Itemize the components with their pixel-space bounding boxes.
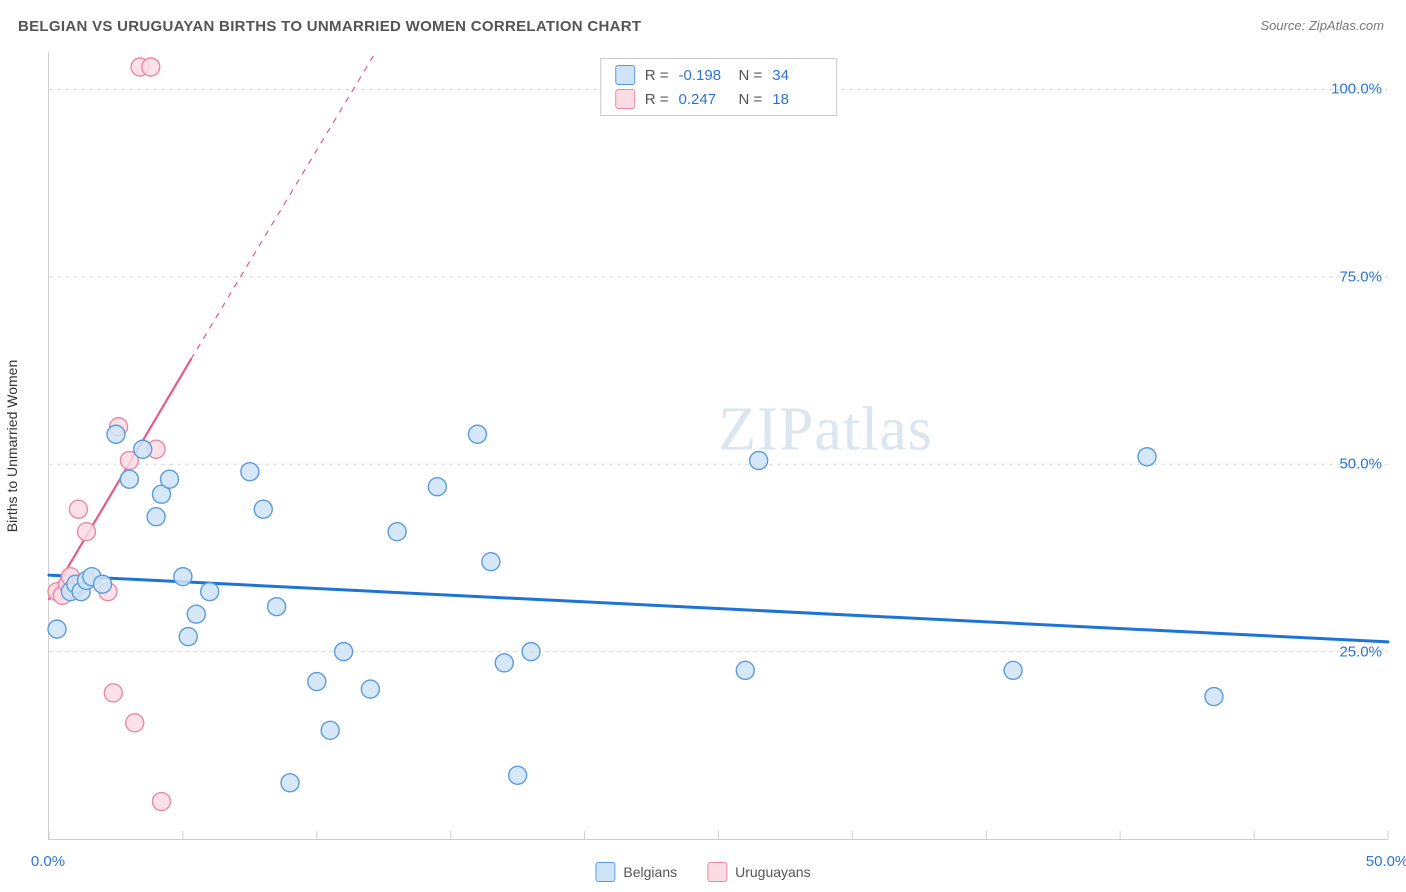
plot-area: ZIPatlas R = -0.198 N = 34 R = 0.247 N =… (48, 52, 1388, 840)
y-tick-label: 75.0% (1339, 268, 1382, 285)
stats-r-label: R = (645, 67, 669, 84)
header-bar: BELGIAN VS URUGUAYAN BIRTHS TO UNMARRIED… (0, 0, 1406, 43)
scatter-chart (49, 52, 1388, 839)
legend-swatch-uruguayans (707, 862, 727, 882)
correlation-stats-box: R = -0.198 N = 34 R = 0.247 N = 18 (600, 58, 838, 116)
legend-label: Belgians (623, 864, 677, 880)
y-tick-label: 100.0% (1331, 81, 1382, 98)
stats-r-value: -0.198 (679, 67, 729, 84)
source-attribution: Source: ZipAtlas.com (1260, 18, 1384, 33)
stats-swatch-uruguayans (615, 89, 635, 109)
stats-n-label: N = (739, 67, 763, 84)
stats-n-value: 34 (772, 67, 822, 84)
legend-item-uruguayans: Uruguayans (707, 862, 811, 882)
stats-row-belgians: R = -0.198 N = 34 (601, 63, 837, 87)
source-name: ZipAtlas.com (1309, 18, 1384, 33)
y-tick-label: 25.0% (1339, 643, 1382, 660)
stats-n-label: N = (739, 91, 763, 108)
y-axis-label: Births to Unmarried Women (4, 360, 20, 532)
stats-r-label: R = (645, 91, 669, 108)
stats-r-value: 0.247 (679, 91, 729, 108)
legend-label: Uruguayans (735, 864, 811, 880)
y-tick-label: 50.0% (1339, 456, 1382, 473)
stats-n-value: 18 (772, 91, 822, 108)
x-tick-label: 50.0% (1366, 853, 1406, 870)
legend-swatch-belgians (595, 862, 615, 882)
stats-swatch-belgians (615, 65, 635, 85)
chart-title: BELGIAN VS URUGUAYAN BIRTHS TO UNMARRIED… (18, 18, 641, 35)
source-prefix: Source: (1260, 18, 1308, 33)
stats-row-uruguayans: R = 0.247 N = 18 (601, 87, 837, 111)
x-tick-label: 0.0% (31, 853, 65, 870)
series-legend: Belgians Uruguayans (595, 862, 810, 882)
legend-item-belgians: Belgians (595, 862, 677, 882)
